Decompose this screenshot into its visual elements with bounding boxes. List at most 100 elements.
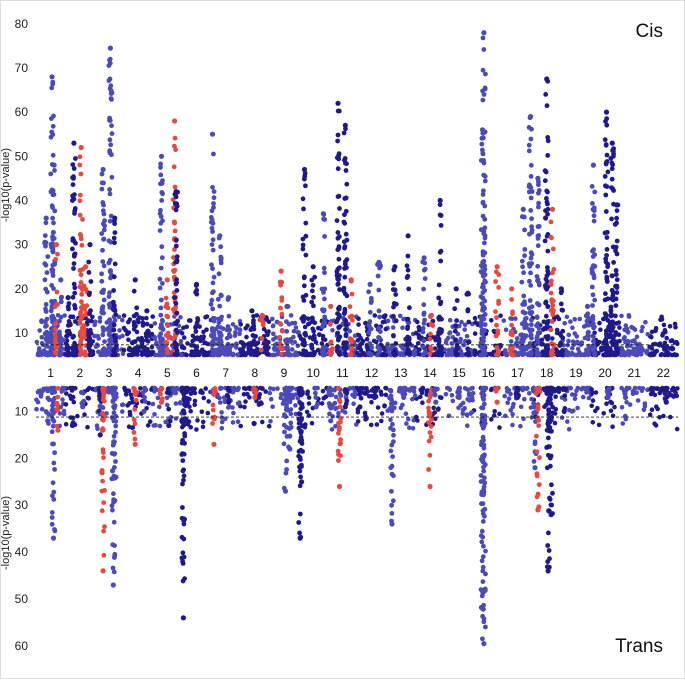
trans-peak-point xyxy=(550,410,555,416)
trans-peak-top xyxy=(299,479,305,485)
trans-background-point xyxy=(641,407,647,413)
cis-peak-point xyxy=(529,189,535,194)
cis-background-point xyxy=(383,352,389,358)
cis-peak-point xyxy=(496,301,501,306)
cis-peak-point xyxy=(343,160,348,166)
trans-background-point xyxy=(200,424,206,430)
cis-peak-point xyxy=(218,244,224,250)
cis-background-point xyxy=(313,340,319,345)
cis-peak-point xyxy=(465,346,471,352)
cis-peak-top xyxy=(428,312,434,318)
cis-background-point xyxy=(653,341,658,347)
cis-peak-point xyxy=(218,256,224,261)
cis-peak-point xyxy=(301,283,307,289)
cis-peak-point xyxy=(102,339,107,344)
trans-peak-point xyxy=(548,502,554,508)
cis-background-point xyxy=(675,341,680,347)
cis-peak-point xyxy=(172,201,178,206)
cis-peak-point xyxy=(535,263,541,269)
cis-peak-point xyxy=(335,276,341,282)
cis-peak-point xyxy=(42,261,48,267)
cis-peak-point xyxy=(159,198,165,203)
trans-peak-point xyxy=(372,385,378,391)
trans-peak-point xyxy=(50,417,56,422)
cis-peak-point xyxy=(277,321,283,326)
cis-peak-point xyxy=(227,344,232,350)
trans-background-point xyxy=(624,400,629,405)
cis-background-point xyxy=(305,321,311,327)
trans-background-point xyxy=(502,393,508,399)
cis-peak-point xyxy=(77,320,83,326)
cis-peak-top xyxy=(144,308,150,314)
cis-background-point xyxy=(322,337,328,343)
trans-background-point xyxy=(668,414,673,420)
cis-background-point xyxy=(625,338,631,344)
trans-peak-point xyxy=(112,475,118,481)
cis-peak-point xyxy=(50,152,56,158)
trans-background-point xyxy=(375,405,381,410)
cis-peak-point xyxy=(375,273,381,279)
cis-peak-point xyxy=(342,306,348,312)
cis-peak-point xyxy=(66,319,72,324)
trans-peak-point xyxy=(101,500,107,505)
trans-background-point xyxy=(418,394,423,400)
cis-peak-point xyxy=(209,262,214,268)
trans-background-point xyxy=(199,409,205,415)
cis-peak-point xyxy=(48,308,54,314)
cis-background-point xyxy=(254,346,260,352)
cis-peak-point xyxy=(106,238,112,244)
cis-peak-top xyxy=(78,144,84,151)
cis-background-point xyxy=(215,324,221,330)
cis-background-point xyxy=(572,352,577,358)
cis-peak-point xyxy=(496,285,501,290)
trans-peak-point xyxy=(357,392,363,397)
cis-background-point xyxy=(663,347,669,353)
cis-peak-point xyxy=(602,230,608,236)
cis-peak-point xyxy=(53,344,59,350)
trans-background-point xyxy=(647,412,653,418)
trans-peak-point xyxy=(299,462,304,468)
trans-peak-point xyxy=(481,392,487,398)
cis-background-point xyxy=(416,335,422,341)
cis-peak-point xyxy=(50,270,55,275)
cis-peak-point xyxy=(520,309,526,315)
cis-peak-point xyxy=(52,337,58,343)
cis-background-point xyxy=(513,316,518,321)
cis-peak-point xyxy=(527,278,532,284)
cis-peak-point xyxy=(322,270,327,276)
trans-y-axis-label: -log10(p-value) xyxy=(0,496,12,570)
cis-peak-point xyxy=(217,351,222,356)
cis-peak-point xyxy=(603,291,608,297)
cis-peak-point xyxy=(558,301,564,307)
cis-peak-point xyxy=(545,304,551,309)
trans-peak-point xyxy=(531,459,537,464)
trans-peak-point xyxy=(54,400,60,406)
cis-peak-point xyxy=(107,257,113,263)
trans-background-point xyxy=(85,387,90,393)
trans-background-point xyxy=(355,419,361,424)
trans-peak-top xyxy=(336,483,343,490)
cis-background-point xyxy=(637,342,642,347)
trans-peak-point xyxy=(100,397,106,403)
cis-peak-point xyxy=(310,352,316,358)
cis-background-point xyxy=(144,315,149,321)
cis-peak-point xyxy=(44,334,50,340)
cis-background-point xyxy=(364,336,370,342)
trans-peak-point xyxy=(113,394,119,400)
trans-peak-point xyxy=(132,407,138,412)
trans-background-point xyxy=(368,422,374,428)
cis-peak-point xyxy=(548,278,554,284)
cis-peak-point xyxy=(65,323,71,328)
trans-peak-point xyxy=(45,395,51,401)
trans-background-point xyxy=(470,390,476,396)
cis-peak-point xyxy=(226,313,232,319)
cis-background-point xyxy=(266,340,271,345)
trans-background-point xyxy=(470,385,475,391)
cis-peak-point xyxy=(79,287,85,292)
cis-peak-point xyxy=(82,327,87,333)
trans-peak-point xyxy=(49,515,55,520)
trans-peak-point xyxy=(99,470,105,476)
cis-peak-top xyxy=(609,140,615,146)
cis-background-point xyxy=(352,333,358,339)
cis-peak-point xyxy=(50,313,55,319)
